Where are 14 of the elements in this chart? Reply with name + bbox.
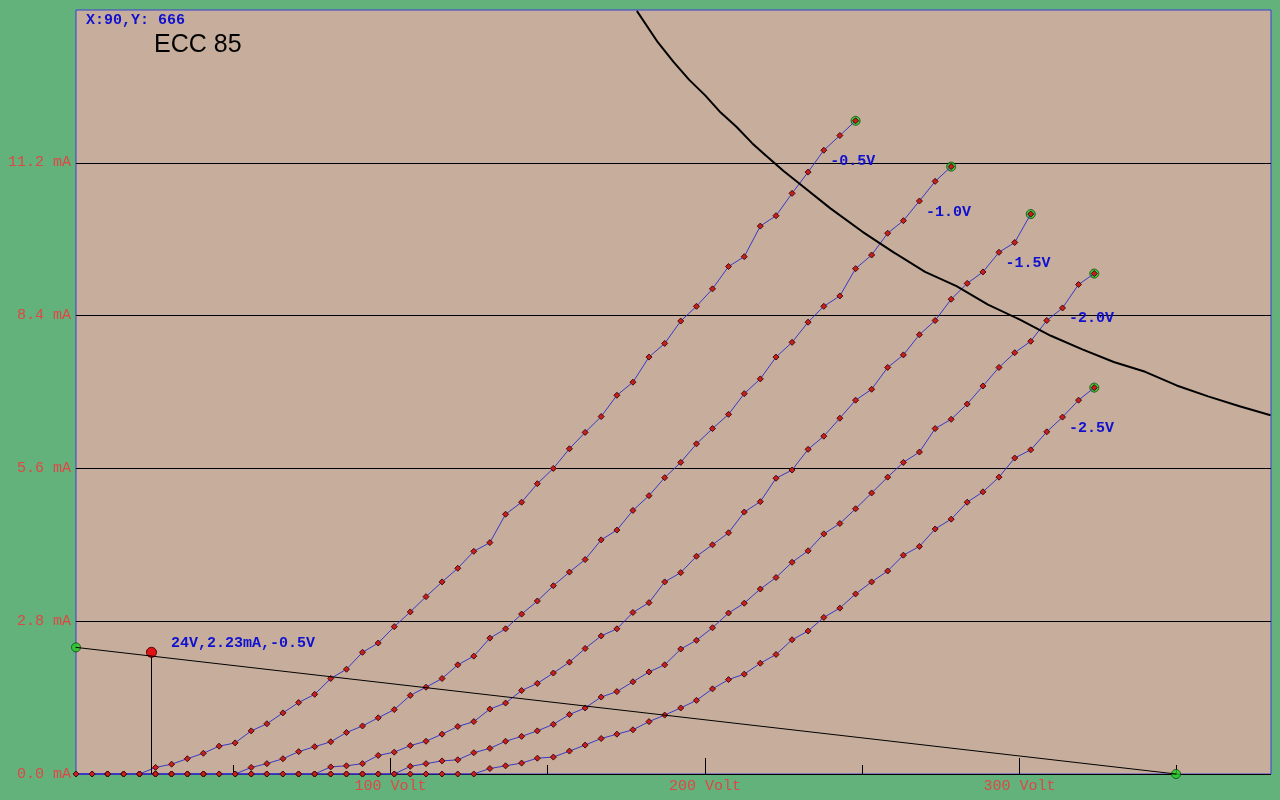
y-tick-label: 5.6 mA bbox=[16, 459, 71, 477]
series-label: -1.0V bbox=[925, 203, 971, 221]
x-tick-label: 100 Volt bbox=[354, 778, 427, 795]
x-tick-label: 300 Volt bbox=[983, 778, 1056, 795]
y-tick-label: 11.2 mA bbox=[7, 154, 71, 172]
text: ECC 85 bbox=[154, 28, 242, 57]
series-label: -1.5V bbox=[1005, 254, 1051, 272]
y-tick-label: 0.0 mA bbox=[16, 765, 71, 783]
annotation: 24V,2.23mA,-0.5V bbox=[170, 634, 315, 652]
y-tick-label: 8.4 mA bbox=[16, 307, 71, 325]
x-tick-label: 200 Volt bbox=[668, 778, 741, 795]
series-label: -2.5V bbox=[1069, 419, 1115, 437]
y-tick-label: 2.8 mA bbox=[16, 612, 71, 630]
annotation: X:90,Y: 666 bbox=[86, 12, 186, 29]
